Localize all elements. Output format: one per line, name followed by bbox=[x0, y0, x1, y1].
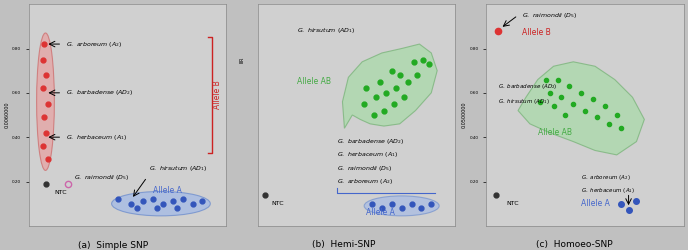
Text: $G.\ hirsutum\ (AD_1)$: $G.\ hirsutum\ (AD_1)$ bbox=[297, 26, 356, 35]
Text: Allele B: Allele B bbox=[213, 81, 222, 110]
Y-axis label: 0.0500000: 0.0500000 bbox=[462, 102, 467, 128]
Text: NTC: NTC bbox=[271, 201, 284, 206]
Text: $G.\ arboreum\ (A_2)$: $G.\ arboreum\ (A_2)$ bbox=[336, 177, 393, 186]
Text: Allele A: Allele A bbox=[365, 208, 394, 217]
Text: $G.\ hirsutum\ (AD_1)$: $G.\ hirsutum\ (AD_1)$ bbox=[498, 97, 550, 106]
Text: $G.\ raimondii\ (D_5)$: $G.\ raimondii\ (D_5)$ bbox=[336, 164, 392, 173]
Text: $G.\ arboreum\ (A_2)$: $G.\ arboreum\ (A_2)$ bbox=[66, 40, 122, 48]
Text: $G.\ arboreum\ (A_2)$: $G.\ arboreum\ (A_2)$ bbox=[581, 172, 631, 182]
Y-axis label: 0.0060000: 0.0060000 bbox=[4, 102, 9, 128]
Text: $G.\ herbaceum\ (A_1)$: $G.\ herbaceum\ (A_1)$ bbox=[581, 186, 635, 195]
Text: IIR: IIR bbox=[239, 56, 244, 63]
Text: $G.\ raimondii\ (D_5)$: $G.\ raimondii\ (D_5)$ bbox=[522, 11, 577, 20]
Text: $G.\ herbaceum\ (A_1)$: $G.\ herbaceum\ (A_1)$ bbox=[66, 133, 127, 142]
Text: $G.\ barbadense\ (AD_2)$: $G.\ barbadense\ (AD_2)$ bbox=[498, 82, 558, 91]
Text: (a)  Simple SNP: (a) Simple SNP bbox=[78, 240, 149, 250]
Text: $G.\ raimondii\ (D_5)$: $G.\ raimondii\ (D_5)$ bbox=[74, 172, 130, 182]
Polygon shape bbox=[343, 44, 437, 128]
Text: $G.\ barbadense\ (AD_2)$: $G.\ barbadense\ (AD_2)$ bbox=[336, 137, 404, 146]
Text: (c)  Homoeo-SNP: (c) Homoeo-SNP bbox=[536, 240, 613, 250]
Text: (b)  Hemi-SNP: (b) Hemi-SNP bbox=[312, 240, 376, 250]
Ellipse shape bbox=[364, 196, 439, 216]
Text: Allele A: Allele A bbox=[153, 186, 182, 195]
Ellipse shape bbox=[36, 33, 54, 170]
Text: NTC: NTC bbox=[506, 201, 519, 206]
Text: NTC: NTC bbox=[54, 190, 67, 195]
Text: Allele AB: Allele AB bbox=[538, 128, 572, 137]
Text: $G.\ hirsutum\ (AD_1)$: $G.\ hirsutum\ (AD_1)$ bbox=[149, 164, 208, 173]
Ellipse shape bbox=[111, 192, 211, 216]
Text: Allele A: Allele A bbox=[581, 199, 610, 208]
Text: Allele AB: Allele AB bbox=[297, 77, 331, 86]
Text: Allele B: Allele B bbox=[522, 28, 550, 38]
Text: $G.\ barbadense\ (AD_2)$: $G.\ barbadense\ (AD_2)$ bbox=[66, 88, 133, 97]
Text: $G.\ herbaceum\ (A_1)$: $G.\ herbaceum\ (A_1)$ bbox=[336, 150, 398, 160]
Polygon shape bbox=[518, 62, 645, 155]
